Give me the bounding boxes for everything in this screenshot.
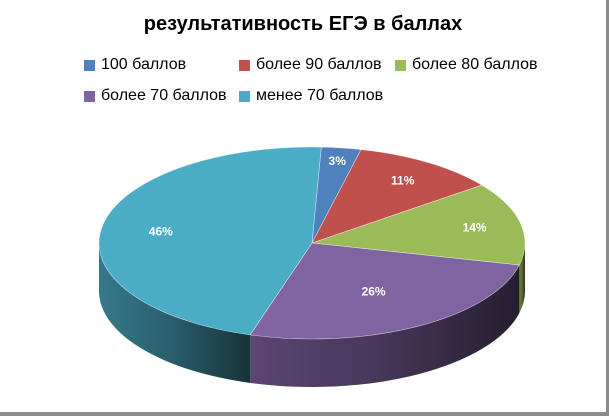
pie-side-shade-over-70 (250, 265, 520, 388)
pie-sides (98, 243, 525, 388)
legend-label-over-70: более 70 баллов (101, 87, 227, 104)
chart-title: результативность ЕГЭ в баллах (143, 13, 463, 35)
legend-swatch-over-70 (84, 91, 95, 102)
legend-label-over-90: более 90 баллов (256, 56, 382, 73)
data-label-over-80: 14% (463, 221, 487, 235)
data-label-100: 3% (329, 154, 347, 168)
pie-slice-over-70 (249, 242, 520, 340)
legend-swatch-over-90 (239, 60, 250, 71)
legend-swatch-100 (84, 60, 95, 71)
legend-label-under-70: менее 70 баллов (256, 87, 384, 104)
pie-side-shade-under-70 (98, 243, 251, 383)
pie-top (98, 146, 526, 340)
pie-slice-under-70 (98, 146, 322, 336)
data-label-under-70: 46% (149, 224, 173, 238)
legend-label-over-80: более 80 баллов (412, 56, 538, 73)
pie-side-shade-over-80 (519, 243, 525, 314)
pie-labels: 3% 11% 14% 26% 46% (149, 154, 487, 298)
pie-slice-over-80 (311, 184, 526, 266)
data-label-over-70: 26% (362, 284, 386, 298)
legend-label-100: 100 баллов (101, 56, 187, 73)
frame-right-edge (606, 0, 609, 416)
legend-swatch-under-70 (239, 91, 250, 102)
frame-bottom-edge (0, 412, 609, 416)
pie-slice-over-90 (311, 149, 483, 244)
data-label-over-90: 11% (391, 173, 415, 187)
legend-swatch-over-80 (395, 60, 406, 71)
